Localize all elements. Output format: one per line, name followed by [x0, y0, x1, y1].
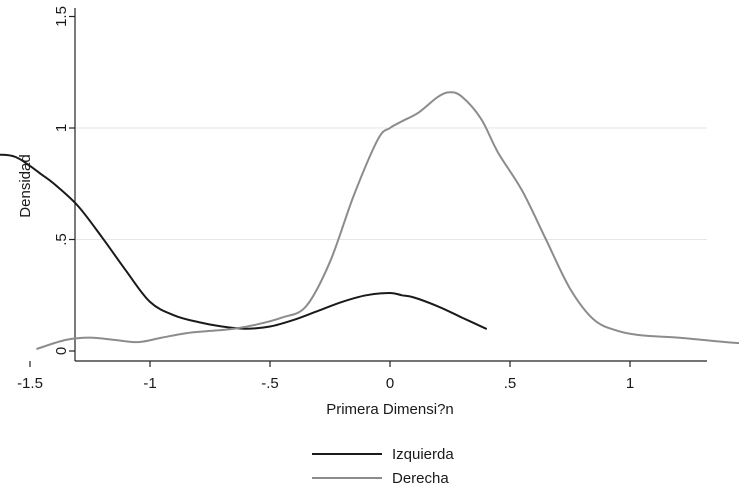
grid-layer [76, 127, 707, 240]
y-tick-label-3: 1.5 [53, 6, 70, 27]
y-tick-label-1: .5 [53, 233, 70, 246]
legend-label-0: Izquierda [392, 446, 454, 463]
x-tick-label-3: -1 [143, 375, 156, 392]
legend-label-1: Derecha [392, 470, 449, 487]
y-axis-title: Densidad [17, 154, 34, 217]
x-tick-label-2: -1.5 [17, 375, 43, 392]
y-tick-label-0: 0 [53, 347, 70, 355]
axes-layer: 0.511.5-2.5-2-1.5-1-.50.511.522.5 [17, 6, 707, 392]
y-tick-label-2: 1 [53, 124, 70, 132]
x-tick-label-7: 1 [626, 375, 634, 392]
x-tick-label-5: 0 [386, 375, 394, 392]
series-line-izquierda [0, 153, 487, 330]
x-tick-label-4: -.5 [261, 375, 279, 392]
series-layer [0, 91, 739, 350]
series-line-derecha [36, 91, 739, 350]
x-tick-label-6: .5 [504, 375, 517, 392]
legend: Izquierda Derecha [312, 446, 454, 487]
x-axis-title: Primera Dimensi?n [326, 401, 454, 418]
